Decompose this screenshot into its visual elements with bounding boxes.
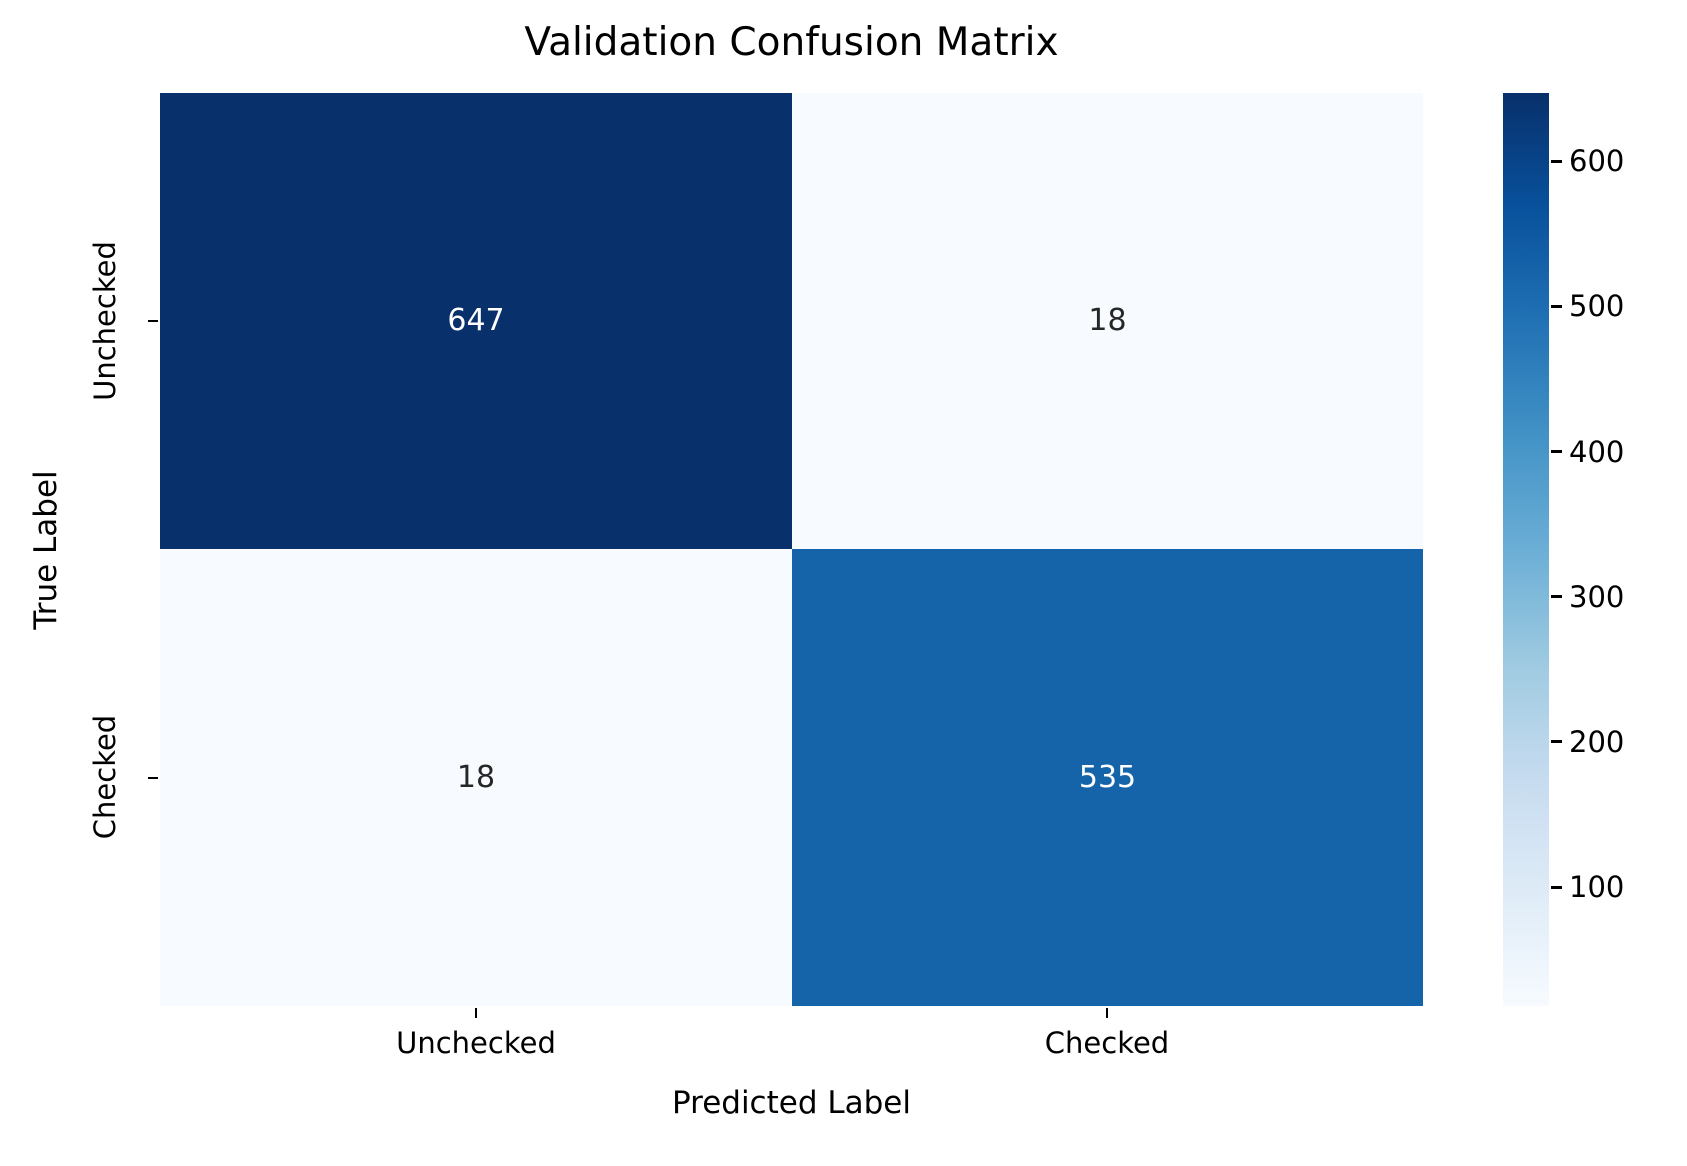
- cell-value: 18: [1088, 303, 1127, 338]
- heatmap-plot: 647 18 18 535: [160, 93, 1423, 1006]
- cell-value: 647: [447, 303, 505, 338]
- heatmap-cell-true-checked-pred-checked: 535: [792, 549, 1423, 1006]
- heatmap-cell-true-unchecked-pred-unchecked: 647: [160, 93, 792, 549]
- colorbar-tick-400: [1551, 450, 1562, 454]
- heatmap-cell-true-checked-pred-unchecked: 18: [160, 549, 792, 1006]
- colorbar-tick-600: [1551, 159, 1562, 163]
- colorbar-tick-label-200: 200: [1569, 724, 1625, 759]
- colorbar: 600 500 400 300 200 100: [1503, 93, 1624, 1006]
- colorbar-tick-label-500: 500: [1569, 289, 1625, 324]
- colorbar-gradient: [1503, 93, 1549, 1006]
- chart-title: Validation Confusion Matrix: [524, 20, 1059, 65]
- colorbar-tick-label-400: 400: [1569, 434, 1625, 469]
- x-axis-label: Predicted Label: [671, 1085, 911, 1121]
- colorbar-tick-label-300: 300: [1569, 579, 1625, 614]
- x-tick-label-unchecked: Unchecked: [396, 1026, 556, 1060]
- y-tick-label-checked: Checked: [88, 714, 122, 840]
- y-tick-label-unchecked: Unchecked: [88, 241, 122, 401]
- cell-value: 535: [1078, 759, 1137, 795]
- colorbar-tick-500: [1551, 304, 1562, 308]
- colorbar-tick-200: [1551, 740, 1562, 744]
- colorbar-tick-label-100: 100: [1569, 870, 1625, 905]
- colorbar-tick-300: [1551, 595, 1562, 599]
- heatmap-cell-true-unchecked-pred-checked: 18: [792, 93, 1423, 549]
- x-tick-mark-unchecked: [475, 1008, 477, 1018]
- x-tick-label-checked: Checked: [1044, 1026, 1170, 1060]
- y-tick-mark-unchecked: [148, 320, 158, 322]
- colorbar-tick-100: [1551, 885, 1562, 889]
- x-tick-mark-checked: [1106, 1008, 1108, 1018]
- cell-value: 18: [456, 759, 496, 795]
- y-axis-label: True Label: [28, 470, 64, 630]
- y-tick-mark-checked: [148, 777, 158, 779]
- colorbar-tick-label-600: 600: [1569, 144, 1625, 179]
